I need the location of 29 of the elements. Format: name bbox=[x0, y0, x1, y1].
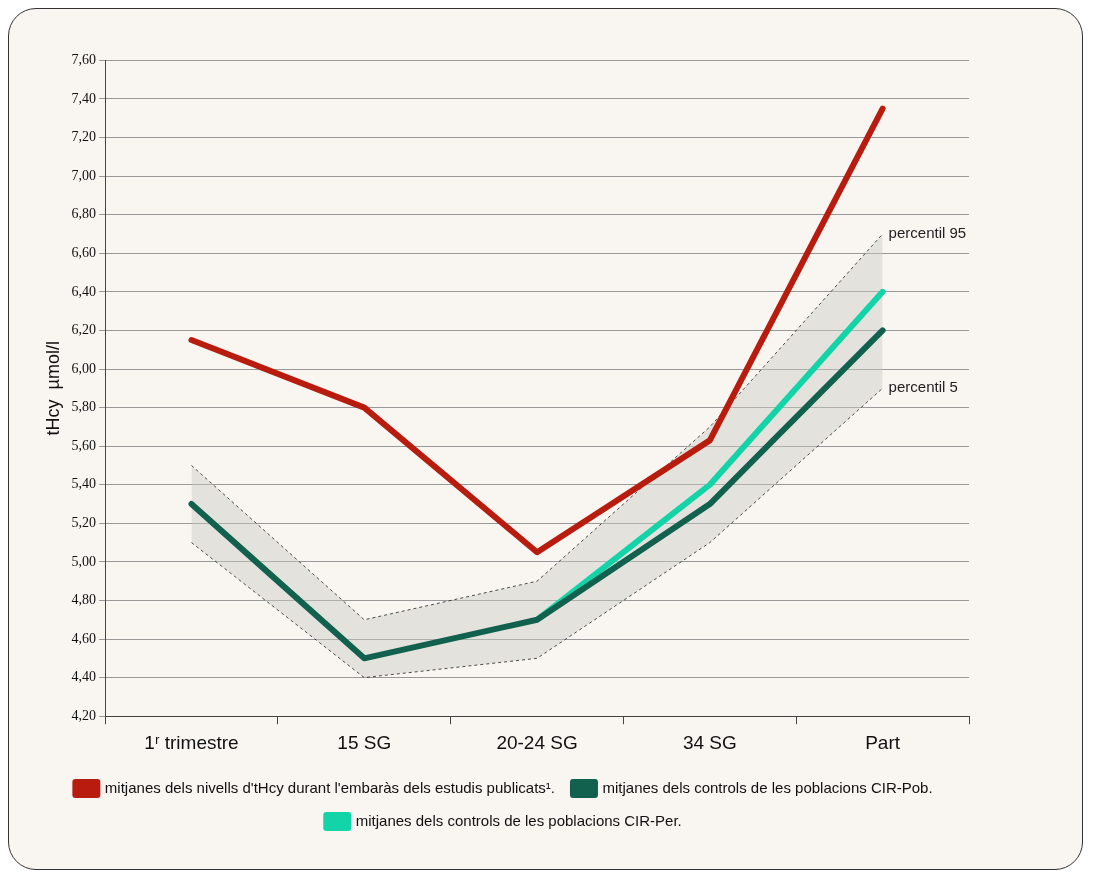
legend-label: mitjanes dels controls de les poblacions CIR-Pob. bbox=[602, 778, 933, 796]
y-axis-title: tHcy µmol/l bbox=[42, 341, 63, 436]
y-tick-label: 4,60 bbox=[71, 630, 97, 646]
y-tick-label: 7,20 bbox=[71, 129, 97, 145]
y-tick-label: 7,40 bbox=[71, 90, 97, 106]
y-tick-label: 5,20 bbox=[71, 514, 97, 530]
y-tick-label: 6,20 bbox=[71, 322, 97, 338]
y-tick-label: 6,60 bbox=[71, 244, 97, 260]
y-tick-label: 7,60 bbox=[71, 52, 97, 68]
y-tick-label: 4,40 bbox=[71, 669, 97, 685]
y-tick-label: 5,40 bbox=[71, 476, 97, 492]
y-tick-label: 7,00 bbox=[71, 167, 97, 183]
x-tick-label: 1ʳ trimestre bbox=[144, 731, 239, 753]
annotation: percentil 95 bbox=[888, 224, 967, 242]
x-tick-label: Part bbox=[865, 731, 901, 753]
x-tick-label: 34 SG bbox=[682, 731, 737, 753]
y-tick-label: 4,80 bbox=[71, 592, 97, 608]
y-tick-label: 6,00 bbox=[71, 360, 97, 376]
y-tick-label: 6,80 bbox=[71, 206, 97, 222]
legend-label: mitjanes dels nivells d'tHcy durant l'embaràs dels estudis publicats¹. bbox=[104, 778, 555, 796]
y-tick-label: 5,80 bbox=[71, 399, 97, 415]
y-tick-label: 5,60 bbox=[71, 437, 97, 453]
y-tick-label: 5,00 bbox=[71, 553, 97, 569]
x-tick-label: 20-24 SG bbox=[496, 731, 578, 753]
annotation: percentil 5 bbox=[888, 378, 958, 396]
y-tick-label: 6,40 bbox=[71, 283, 97, 299]
x-tick-label: 15 SG bbox=[337, 731, 392, 753]
y-tick-label: 4,20 bbox=[71, 707, 97, 723]
legend-label: mitjanes dels controls de les poblacions CIR-Per. bbox=[355, 811, 682, 829]
